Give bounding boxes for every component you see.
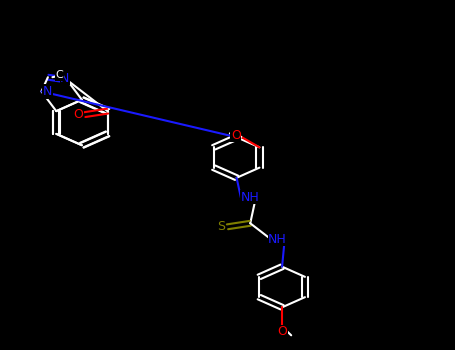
Text: O: O — [73, 108, 83, 121]
Text: O: O — [277, 325, 287, 338]
Text: C: C — [56, 70, 63, 80]
Text: S: S — [217, 220, 225, 233]
Text: O: O — [231, 128, 241, 142]
Text: N: N — [43, 85, 52, 98]
Text: N: N — [60, 72, 70, 85]
Text: NH: NH — [241, 190, 260, 204]
Text: NH: NH — [268, 232, 287, 246]
